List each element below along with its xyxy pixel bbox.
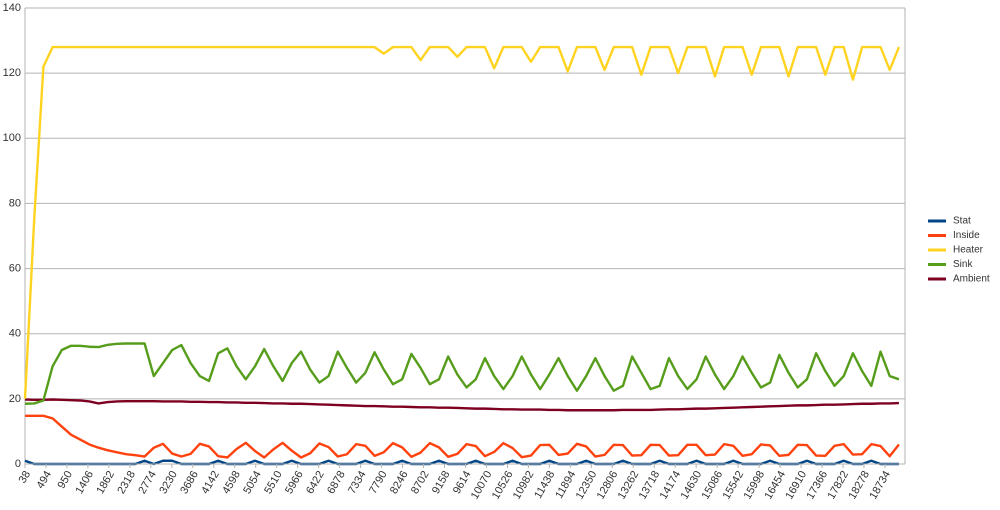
legend-label: Stat <box>953 216 971 227</box>
y-tick-label: 100 <box>3 132 21 144</box>
legend: Stat Inside Heater Sink Ambient <box>928 216 990 285</box>
legend-label: Ambient <box>953 274 990 285</box>
x-tick-label: 38 <box>17 469 34 486</box>
y-tick-label: 0 <box>15 458 21 470</box>
y-tick-label: 40 <box>9 328 21 340</box>
legend-label: Sink <box>953 259 973 270</box>
y-tick-label: 20 <box>9 393 21 405</box>
legend-label: Inside <box>953 230 980 241</box>
y-tick-label: 60 <box>9 262 21 274</box>
legend-label: Heater <box>953 245 984 256</box>
y-tick-label: 140 <box>3 2 21 14</box>
y-tick-label: 80 <box>9 197 21 209</box>
series-line <box>23 45 901 399</box>
series-line <box>24 398 899 412</box>
y-tick-label: 120 <box>3 67 21 79</box>
series-line <box>24 342 900 405</box>
series-line <box>25 414 900 459</box>
